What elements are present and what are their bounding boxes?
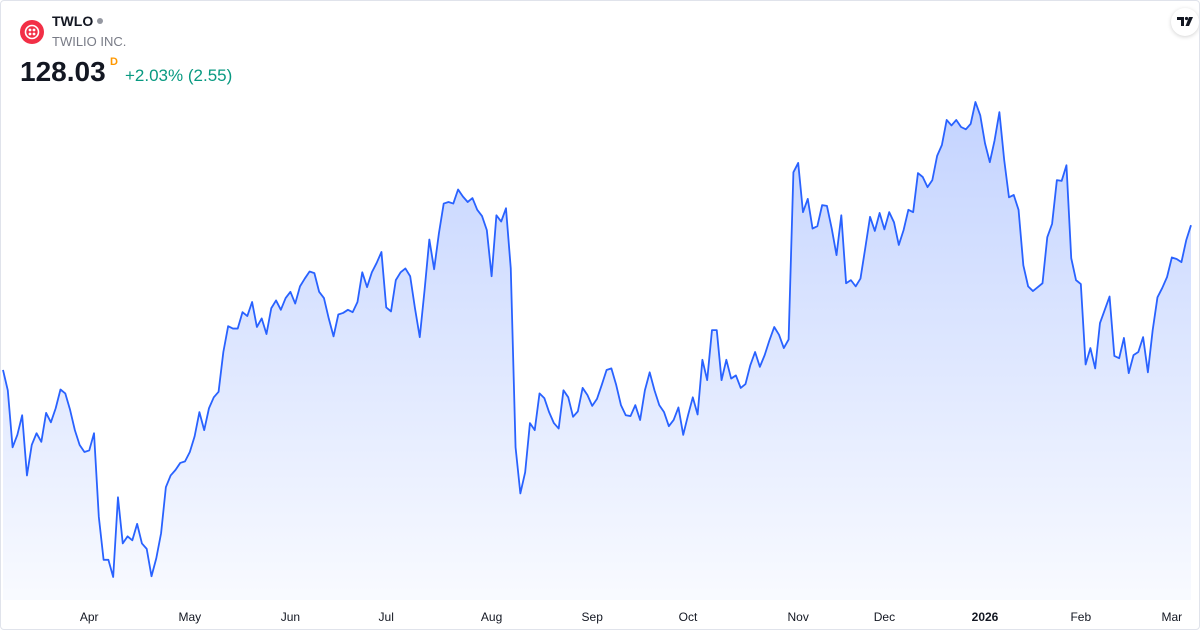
area-fill bbox=[3, 102, 1191, 600]
price: 128.03 bbox=[20, 56, 106, 87]
x-tick-label: Mar bbox=[1162, 610, 1183, 624]
x-tick-label: Jun bbox=[281, 610, 300, 624]
x-tick-label: Apr bbox=[80, 610, 99, 624]
x-tick-label: Dec bbox=[874, 610, 895, 624]
interval: D bbox=[110, 56, 118, 68]
x-tick-label: Aug bbox=[481, 610, 502, 624]
tradingview-logo[interactable] bbox=[1171, 8, 1199, 36]
logo-icon bbox=[1177, 16, 1193, 26]
x-tick-label: Sep bbox=[582, 610, 604, 624]
company-name: TWILIO INC. bbox=[52, 34, 127, 49]
price-change: +2.03% (2.55) bbox=[125, 66, 233, 85]
x-tick-label: 2026 bbox=[972, 610, 999, 624]
x-tick-label: Oct bbox=[679, 610, 698, 624]
symbol: TWLO bbox=[52, 13, 94, 29]
x-tick-label: Jul bbox=[379, 610, 394, 624]
company-logo bbox=[20, 20, 44, 44]
price-line bbox=[2, 101, 1192, 578]
x-tick-label: May bbox=[178, 610, 201, 624]
x-tick-label: Nov bbox=[788, 610, 809, 624]
x-tick-label: Feb bbox=[1070, 610, 1091, 624]
status-dot bbox=[97, 18, 103, 24]
